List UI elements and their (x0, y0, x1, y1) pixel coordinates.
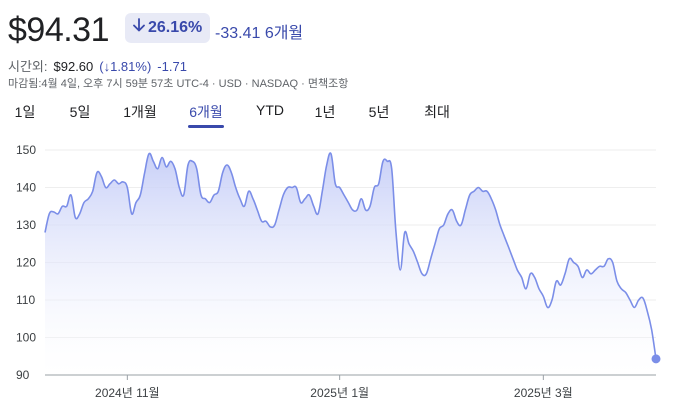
x-axis (45, 374, 656, 380)
after-hours-row: 시간외: $92.60 (↓1.81%) -1.71 (8, 56, 187, 75)
tab-1m[interactable]: 1개월 (123, 104, 157, 120)
change-absolute: -33.41 6개월 (215, 25, 304, 42)
y-tick-label: 120 (16, 256, 36, 270)
tab-6m[interactable]: 6개월 (188, 100, 224, 128)
x-tick-label: 2025년 3월 (514, 386, 573, 400)
change-percent-badge: 26.16% (125, 13, 211, 43)
after-hours-price: $92.60 (53, 59, 94, 74)
y-tick-label: 130 (16, 218, 36, 232)
y-tick-label: 110 (16, 293, 35, 307)
change-percent: 26.16% (148, 19, 203, 36)
time-range-tabs: 1일 5일 1개월 6개월 YTD 1년 5년 최대 (14, 100, 452, 128)
y-tick-label: 90 (16, 368, 30, 382)
price-chart[interactable]: 150 140 130 120 110 100 90 2024년 11월 2025년 1월 202… (0, 130, 675, 418)
tab-5d[interactable]: 5일 (69, 104, 91, 120)
tab-1d[interactable]: 1일 (14, 104, 36, 120)
tab-5y[interactable]: 5년 (368, 104, 390, 120)
y-tick-label: 150 (16, 143, 36, 157)
price-line (44, 152, 657, 360)
tab-max[interactable]: 최대 (424, 104, 450, 120)
x-tick-label: 2024년 11월 (95, 386, 160, 400)
y-tick-label: 100 (16, 331, 36, 345)
after-hours-change-abs: -1.71 (157, 59, 187, 74)
tab-1y[interactable]: 1년 (314, 104, 336, 120)
current-price: $94.31 (8, 11, 110, 49)
price-area (44, 152, 661, 375)
y-tick-label: 140 (16, 181, 36, 195)
axis-labels: 150 140 130 120 110 100 90 2024년 11월 2025년 1월 202… (16, 143, 573, 400)
last-price-dot (651, 354, 661, 364)
area-fill (45, 152, 656, 375)
x-tick-label: 2025년 1월 (310, 386, 369, 400)
market-status: 마감됨:4월 4일, 오후 7시 59분 57초 UTC-4 · USD · N… (8, 78, 349, 90)
after-hours-label: 시간외: (8, 59, 48, 74)
after-hours-change-pct: (↓1.81%) (99, 59, 152, 74)
tab-ytd[interactable]: YTD (256, 102, 284, 118)
arrow-down-icon (133, 13, 145, 43)
